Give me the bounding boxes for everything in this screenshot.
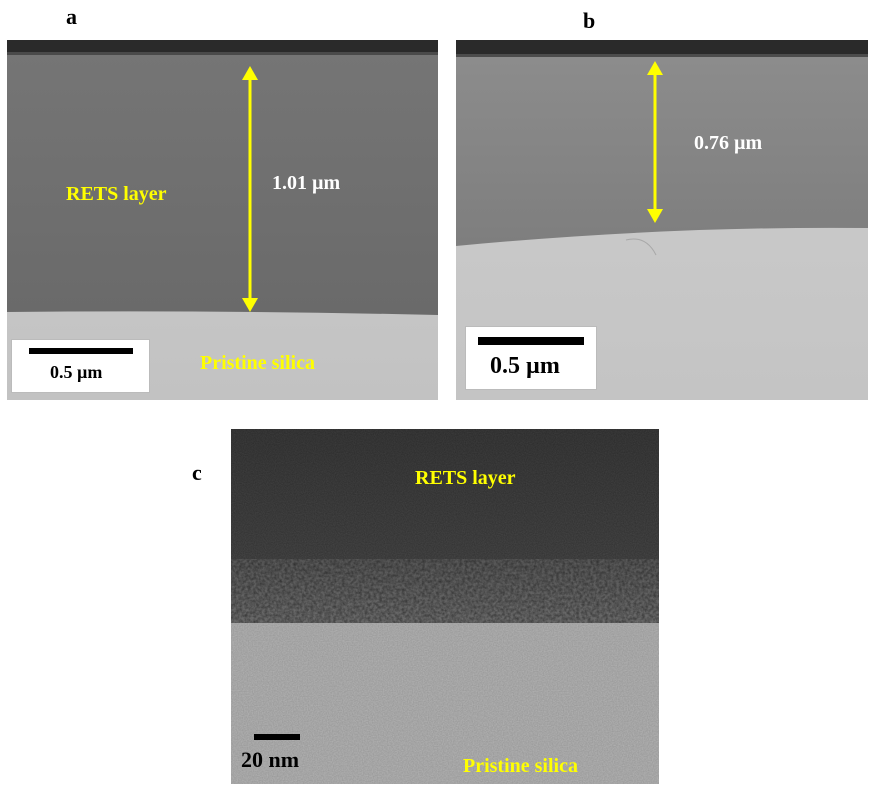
panel-a-scale-box: 0.5 µm — [11, 339, 150, 393]
panel-c-micrograph — [231, 429, 659, 784]
panel-a-scale-label: 0.5 µm — [50, 362, 103, 382]
panel-c-letter: c — [192, 460, 202, 485]
panel-b-scale-box: 0.5 µm — [465, 326, 597, 390]
panel-a-layer-label: RETS layer — [66, 183, 167, 205]
panel-b-scale-label: 0.5 µm — [490, 353, 560, 379]
panel-a-thickness-arrow — [242, 66, 258, 312]
panel-c-substrate-label: Pristine silica — [463, 755, 578, 777]
panel-c-scale-bar — [254, 734, 300, 740]
panel-b-thickness-label: 0.76 µm — [694, 132, 763, 154]
panel-a-substrate-label: Pristine silica — [200, 352, 315, 374]
panel-c-layer-label: RETS layer — [415, 467, 516, 489]
panel-b-thickness-arrow — [647, 61, 663, 223]
panel-a-thickness-label: 1.01 µm — [272, 172, 341, 194]
panel-a-scale-bar — [29, 348, 133, 354]
panel-a-letter: a — [66, 4, 77, 29]
panel-b-letter: b — [583, 8, 596, 33]
panel-b-scale-bar — [478, 337, 584, 345]
panel-c-scale-label: 20 nm — [241, 747, 300, 772]
